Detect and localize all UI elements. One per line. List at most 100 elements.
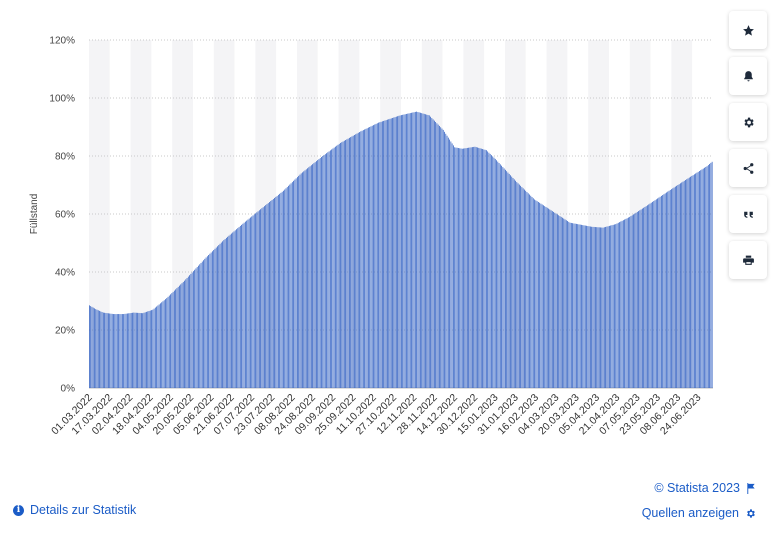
chart-bar[interactable] bbox=[432, 119, 434, 388]
chart-bar[interactable] bbox=[247, 219, 249, 388]
chart-bar[interactable] bbox=[161, 302, 163, 388]
chart-bar[interactable] bbox=[194, 269, 196, 388]
chart-bar[interactable] bbox=[340, 142, 341, 388]
chart-bar[interactable] bbox=[233, 231, 235, 388]
chart-bar[interactable] bbox=[430, 116, 431, 388]
chart-bar[interactable] bbox=[312, 164, 314, 388]
chart-bar[interactable] bbox=[260, 209, 262, 388]
chart-bar[interactable] bbox=[274, 197, 275, 388]
chart-bar[interactable] bbox=[402, 114, 404, 388]
chart-bar[interactable] bbox=[261, 208, 263, 388]
chart-bar[interactable] bbox=[307, 168, 308, 388]
chart-bar[interactable] bbox=[485, 150, 487, 388]
chart-bar[interactable] bbox=[376, 123, 378, 389]
chart-bar[interactable] bbox=[335, 146, 336, 388]
chart-bar[interactable] bbox=[265, 205, 267, 388]
chart-bar[interactable] bbox=[488, 152, 490, 388]
chart-bar[interactable] bbox=[524, 189, 525, 388]
chart-bar[interactable] bbox=[368, 127, 369, 389]
chart-bar[interactable] bbox=[392, 117, 393, 389]
chart-bar[interactable] bbox=[374, 124, 376, 388]
chart-bar[interactable] bbox=[633, 214, 634, 388]
chart-bar[interactable] bbox=[167, 296, 169, 388]
chart-bar[interactable] bbox=[105, 312, 107, 388]
chart-bar[interactable] bbox=[672, 188, 674, 388]
chart-bar[interactable] bbox=[653, 201, 655, 388]
chart-bar[interactable] bbox=[433, 120, 435, 389]
chart-bar[interactable] bbox=[269, 202, 270, 388]
chart-bar[interactable] bbox=[526, 192, 528, 388]
chart-bar[interactable] bbox=[121, 314, 123, 388]
share-button[interactable] bbox=[729, 149, 767, 187]
chart-bar[interactable] bbox=[388, 119, 390, 389]
chart-bar[interactable] bbox=[479, 148, 481, 388]
chart-bar[interactable] bbox=[219, 243, 221, 388]
chart-bar[interactable] bbox=[200, 262, 202, 388]
chart-bar[interactable] bbox=[569, 222, 571, 388]
chart-bar[interactable] bbox=[501, 165, 502, 388]
chart-bar[interactable] bbox=[662, 195, 664, 388]
chart-bar[interactable] bbox=[591, 226, 593, 388]
chart-bar[interactable] bbox=[118, 314, 119, 388]
chart-bar[interactable] bbox=[624, 219, 626, 388]
chart-bar[interactable] bbox=[666, 192, 667, 388]
chart-bar[interactable] bbox=[201, 261, 203, 388]
chart-bar[interactable] bbox=[341, 142, 343, 388]
chart-bar[interactable] bbox=[659, 196, 661, 388]
chart-bar[interactable] bbox=[258, 210, 260, 388]
chart-bar[interactable] bbox=[304, 170, 306, 388]
chart-bar[interactable] bbox=[175, 289, 177, 388]
chart-bar[interactable] bbox=[289, 184, 291, 388]
chart-bar[interactable] bbox=[454, 147, 456, 388]
chart-bar[interactable] bbox=[214, 248, 216, 388]
chart-bar[interactable] bbox=[362, 130, 364, 389]
chart-bar[interactable] bbox=[153, 308, 155, 388]
chart-bar[interactable] bbox=[657, 198, 658, 388]
chart-bar[interactable] bbox=[189, 275, 190, 388]
print-button[interactable] bbox=[729, 241, 767, 279]
chart-bar[interactable] bbox=[177, 286, 179, 388]
chart-bar[interactable] bbox=[160, 303, 161, 388]
chart-bar[interactable] bbox=[465, 148, 467, 388]
chart-bar[interactable] bbox=[314, 162, 316, 388]
chart-bar[interactable] bbox=[360, 131, 362, 388]
chart-bar[interactable] bbox=[401, 115, 402, 389]
chart-bar[interactable] bbox=[652, 201, 653, 388]
chart-bar[interactable] bbox=[322, 156, 324, 388]
chart-bar[interactable] bbox=[622, 220, 624, 388]
chart-bar[interactable] bbox=[319, 158, 321, 388]
chart-bar[interactable] bbox=[702, 168, 704, 388]
chart-bar[interactable] bbox=[548, 208, 549, 388]
chart-bar[interactable] bbox=[539, 202, 541, 388]
chart-bar[interactable] bbox=[601, 227, 603, 388]
chart-bar[interactable] bbox=[371, 125, 373, 388]
chart-bar[interactable] bbox=[484, 149, 486, 388]
chart-bar[interactable] bbox=[602, 227, 604, 388]
chart-bar[interactable] bbox=[141, 313, 142, 388]
chart-bar[interactable] bbox=[497, 161, 499, 388]
chart-bar[interactable] bbox=[222, 241, 223, 388]
chart-bar[interactable] bbox=[198, 265, 199, 388]
chart-bar[interactable] bbox=[329, 150, 331, 388]
chart-bar[interactable] bbox=[563, 218, 565, 388]
chart-bar[interactable] bbox=[246, 220, 248, 388]
chart-bar[interactable] bbox=[464, 148, 466, 388]
chart-bar[interactable] bbox=[553, 211, 554, 388]
chart-bar[interactable] bbox=[610, 225, 612, 388]
chart-bar[interactable] bbox=[493, 157, 495, 388]
chart-bar[interactable] bbox=[138, 312, 140, 388]
chart-bar[interactable] bbox=[179, 285, 180, 388]
chart-bar[interactable] bbox=[184, 280, 185, 388]
chart-bar[interactable] bbox=[683, 180, 685, 388]
chart-bar[interactable] bbox=[701, 169, 703, 388]
chart-bar[interactable] bbox=[525, 190, 527, 388]
chart-bar[interactable] bbox=[395, 116, 397, 389]
chart-bar[interactable] bbox=[668, 190, 670, 388]
chart-bar[interactable] bbox=[255, 213, 256, 388]
chart-bar[interactable] bbox=[558, 215, 560, 388]
chart-bar[interactable] bbox=[634, 213, 636, 388]
chart-bar[interactable] bbox=[426, 114, 428, 389]
chart-bar[interactable] bbox=[431, 118, 433, 388]
chart-bar[interactable] bbox=[404, 114, 406, 389]
chart-bar[interactable] bbox=[628, 217, 629, 388]
